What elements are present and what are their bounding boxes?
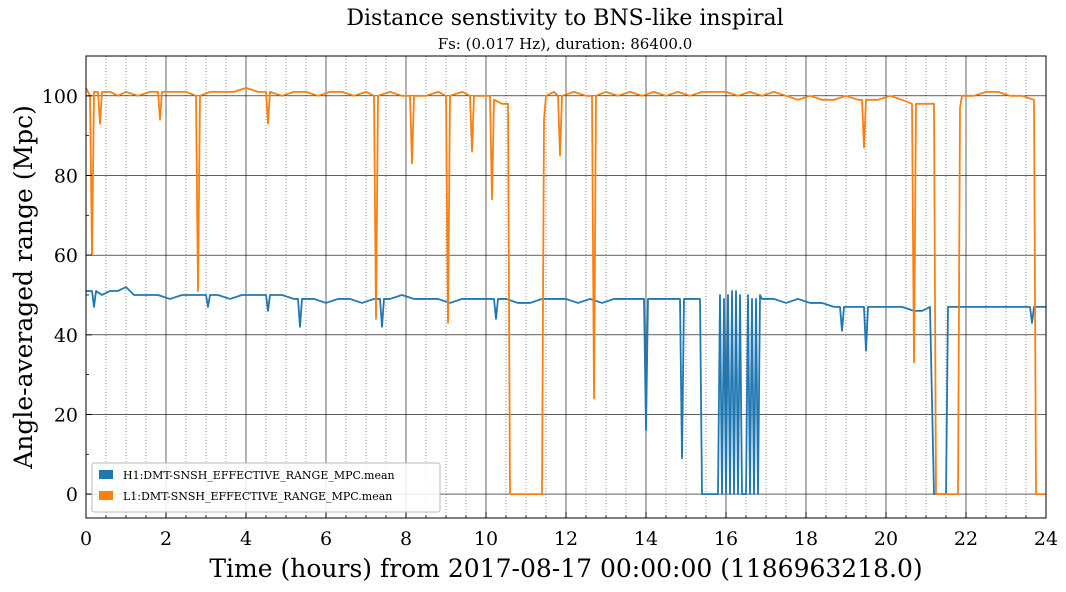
x-tick-label: 4 <box>240 528 252 550</box>
y-tick-label: 60 <box>54 245 78 267</box>
legend-label-l1: L1:DMT-SNSH_EFFECTIVE_RANGE_MPC.mean <box>123 490 392 503</box>
x-tick-label: 18 <box>794 528 818 550</box>
y-tick-label: 40 <box>54 325 78 347</box>
legend: H1:DMT-SNSH_EFFECTIVE_RANGE_MPC.mean L1:… <box>91 462 441 513</box>
x-tick-label: 0 <box>80 528 92 550</box>
x-tick-label: 14 <box>634 528 658 550</box>
y-tick-label: 20 <box>54 404 78 426</box>
y-tick-label: 80 <box>54 165 78 187</box>
x-tick-label: 22 <box>954 528 978 550</box>
legend-swatch-h1 <box>99 470 113 479</box>
series-line-l1 <box>85 86 1046 496</box>
x-axis-label: Time (hours) from 2017-08-17 00:00:00 (1… <box>209 554 922 583</box>
grid <box>85 56 1047 518</box>
y-tick-label: 100 <box>42 86 78 108</box>
x-tick-label: 16 <box>714 528 738 550</box>
chart-title: Distance senstivity to BNS-like inspiral <box>346 6 783 31</box>
y-axis-label: Angle-averaged range (Mpc) <box>9 105 38 470</box>
x-tick-label: 6 <box>320 528 332 550</box>
chart-subtitle: Fs: (0.017 Hz), duration: 86400.0 <box>438 35 693 53</box>
series-lines <box>85 86 1046 496</box>
x-tick-label: 2 <box>160 528 172 550</box>
x-tick-label: 10 <box>474 528 498 550</box>
x-tick-label: 24 <box>1034 528 1058 550</box>
x-tick-label: 12 <box>554 528 578 550</box>
x-tick-label: 20 <box>874 528 898 550</box>
series-line-h1 <box>86 286 1046 496</box>
legend-swatch-l1 <box>99 491 113 500</box>
legend-box <box>91 462 441 513</box>
x-tick-label: 8 <box>400 528 412 550</box>
legend-label-h1: H1:DMT-SNSH_EFFECTIVE_RANGE_MPC.mean <box>123 469 395 482</box>
y-tick-label: 0 <box>66 484 78 506</box>
